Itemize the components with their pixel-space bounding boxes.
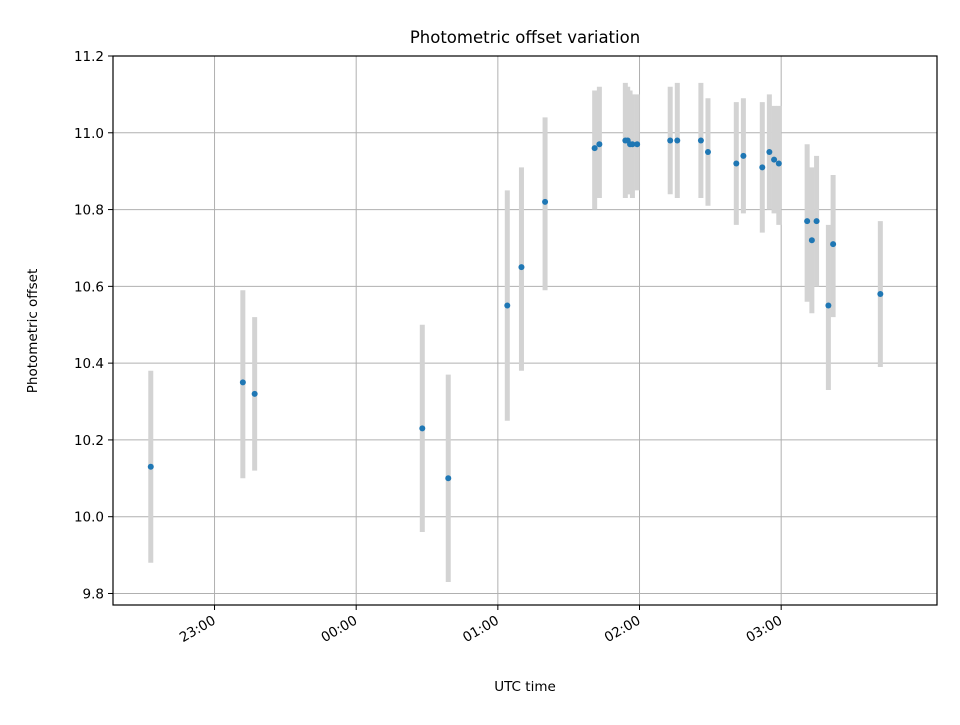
data-point: [518, 264, 525, 271]
data-point: [542, 198, 549, 205]
data-point: [667, 137, 674, 144]
y-tick-label: 9.8: [83, 586, 104, 602]
data-point: [775, 160, 782, 167]
y-tick-label: 10.0: [74, 510, 104, 526]
x-axis-label: UTC time: [494, 679, 556, 695]
data-point: [596, 141, 603, 148]
y-axis-label: Photometric offset: [25, 269, 41, 393]
data-point: [251, 390, 258, 397]
y-tick-label: 10.6: [74, 279, 104, 295]
data-point: [740, 152, 747, 159]
data-point: [771, 156, 778, 163]
data-point: [419, 425, 426, 432]
data-point: [808, 237, 815, 244]
chart-title: Photometric offset variation: [410, 28, 640, 47]
data-point: [804, 218, 811, 225]
data-point: [147, 463, 154, 470]
data-point: [634, 141, 641, 148]
y-tick-label: 10.2: [74, 433, 104, 449]
data-point: [759, 164, 766, 171]
data-point: [704, 148, 711, 155]
data-point: [591, 145, 598, 152]
y-tick-label: 11.0: [74, 126, 104, 142]
y-tick-label: 11.2: [74, 49, 104, 65]
data-point: [629, 141, 636, 148]
data-point: [813, 218, 820, 225]
data-point: [445, 475, 452, 482]
data-point: [697, 137, 704, 144]
data-point: [766, 148, 773, 155]
data-point: [504, 302, 511, 309]
data-points: [147, 137, 884, 482]
data-point: [825, 302, 832, 309]
data-point: [830, 241, 837, 248]
y-axis-ticks: 9.8 10.0 10.2 10.4 10.6 10.8 11.0 11.2: [74, 49, 113, 602]
plot-frame: [112, 55, 938, 606]
data-point: [877, 291, 884, 298]
y-tick-label: 10.8: [74, 203, 104, 219]
y-tick-label: 10.4: [74, 356, 104, 372]
data-point: [733, 160, 740, 167]
data-point: [674, 137, 681, 144]
data-point: [239, 379, 246, 386]
